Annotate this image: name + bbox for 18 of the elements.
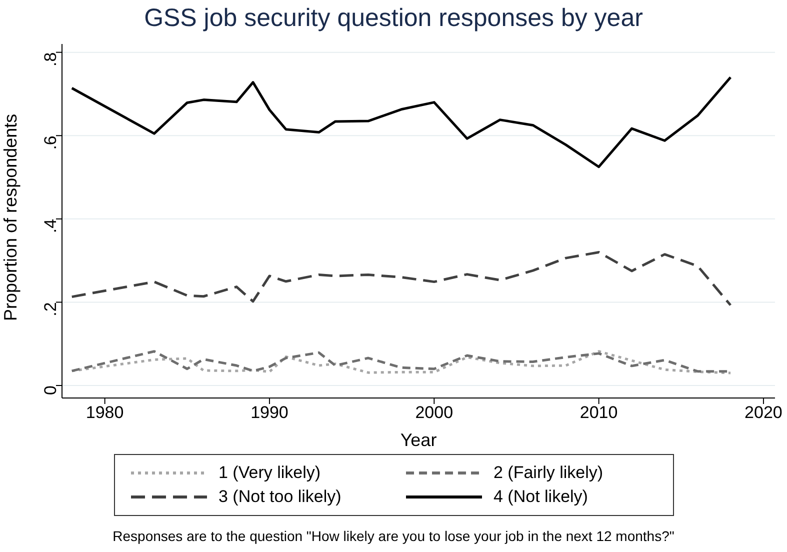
legend-label: 4 (Not likely)	[494, 487, 588, 507]
y-axis-title: Proportion of respondents	[0, 114, 20, 321]
x-tick-label: 2010	[580, 403, 618, 422]
y-tick-label: 0	[41, 386, 60, 395]
x-tick-label: 1980	[86, 403, 124, 422]
chart-title: GSS job security question responses by year	[143, 4, 644, 34]
y-tick-label: .2	[41, 302, 60, 316]
x-tick-label: 1990	[250, 403, 288, 422]
legend-label: 2 (Fairly likely)	[494, 463, 604, 483]
y-tick-label: .4	[41, 218, 60, 234]
text: Responses are to the question "How likely are you to lose your job in the next 12 months?"	[112, 528, 676, 544]
legend-label: 1 (Very likely)	[218, 463, 321, 483]
legend-label: 3 (Not too likely)	[218, 487, 342, 507]
x-tick-label: 2020	[744, 403, 782, 422]
x-tick-label: 2000	[415, 403, 454, 422]
x-axis-title: Year	[400, 430, 437, 450]
y-tick-label: .6	[41, 136, 60, 150]
y-tick-label: .8	[41, 52, 60, 67]
